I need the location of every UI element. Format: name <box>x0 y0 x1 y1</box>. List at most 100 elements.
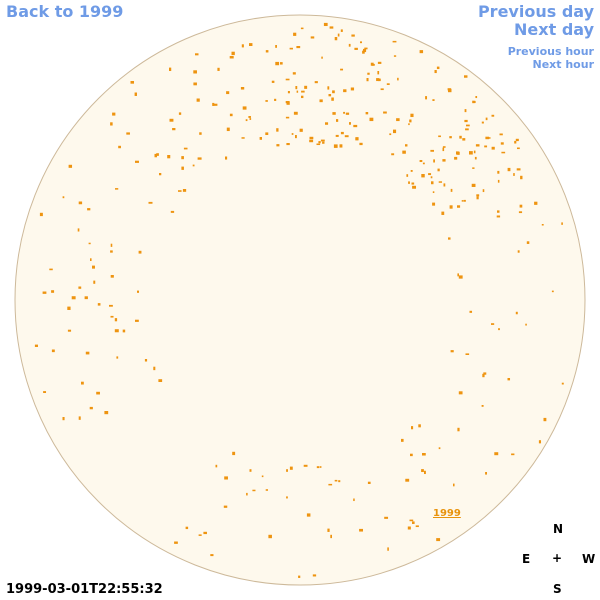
feature <box>130 81 135 84</box>
feature <box>364 47 368 50</box>
feature <box>487 137 491 139</box>
feature <box>241 44 244 48</box>
feature <box>436 538 441 542</box>
feature <box>126 132 130 135</box>
feature <box>43 391 47 394</box>
feature <box>287 91 290 94</box>
feature <box>518 211 523 214</box>
feature <box>432 191 435 194</box>
feature <box>195 53 199 56</box>
feature <box>483 372 487 375</box>
feature <box>289 466 293 470</box>
feature <box>442 146 446 148</box>
feature <box>464 109 467 113</box>
feature <box>314 81 318 84</box>
next-hour-link[interactable]: Next hour <box>532 58 595 71</box>
feature <box>410 113 414 118</box>
feature <box>436 66 440 70</box>
feature <box>296 46 301 49</box>
feature <box>96 391 100 395</box>
feature <box>259 137 262 140</box>
feature <box>319 466 322 468</box>
feature <box>192 164 195 167</box>
feature <box>223 505 228 508</box>
feature <box>450 350 454 353</box>
feature <box>336 119 339 122</box>
feature <box>245 119 248 122</box>
feature <box>92 265 95 269</box>
feature <box>144 359 148 362</box>
next-day-link[interactable]: Next day <box>514 20 594 39</box>
feature <box>78 286 82 289</box>
region-label[interactable]: 1999 <box>433 508 461 519</box>
feature <box>393 129 397 134</box>
feature <box>405 144 408 147</box>
feature <box>513 173 515 176</box>
feature <box>387 547 389 551</box>
feature <box>224 476 228 480</box>
feature <box>226 91 230 95</box>
feature <box>462 138 466 141</box>
feature <box>265 489 269 491</box>
feature <box>514 140 517 144</box>
feature <box>156 153 159 156</box>
previous-day-link[interactable]: Previous day <box>477 2 594 21</box>
feature <box>397 77 399 81</box>
feature <box>148 201 153 204</box>
feature <box>246 492 248 496</box>
feature <box>359 142 363 146</box>
feature <box>338 480 341 483</box>
feature <box>475 144 480 147</box>
feature <box>312 574 317 577</box>
feature <box>225 156 228 160</box>
feature <box>215 464 218 468</box>
feature <box>296 90 299 93</box>
feature <box>286 469 288 472</box>
feature <box>110 243 113 247</box>
feature <box>84 296 88 300</box>
feature <box>199 132 202 135</box>
feature <box>289 47 293 50</box>
feature <box>449 205 453 209</box>
feature <box>538 440 542 444</box>
feature <box>42 291 47 294</box>
feature <box>327 528 330 532</box>
feature <box>301 95 304 99</box>
feature <box>280 62 283 65</box>
magnetic-features <box>34 22 564 578</box>
feature <box>551 290 554 293</box>
feature <box>367 481 371 484</box>
feature <box>114 318 118 322</box>
feature <box>71 296 76 300</box>
feature <box>543 417 547 422</box>
feature <box>481 121 484 124</box>
feature <box>367 72 370 75</box>
feature <box>454 156 458 160</box>
feature <box>344 135 349 138</box>
feature <box>415 525 419 528</box>
previous-hour-link[interactable]: Previous hour <box>507 45 594 58</box>
feature <box>68 164 73 168</box>
feature <box>411 182 415 185</box>
back-link[interactable]: Back to 1999 <box>6 2 124 21</box>
feature <box>302 90 305 93</box>
feature <box>172 128 176 131</box>
feature <box>421 469 424 473</box>
feature <box>491 114 495 117</box>
feature <box>115 188 119 190</box>
feature <box>431 181 434 185</box>
feature <box>389 133 392 136</box>
feature <box>517 250 520 253</box>
feature <box>407 526 411 530</box>
feature <box>401 438 404 442</box>
feature <box>198 534 202 536</box>
feature <box>453 483 455 487</box>
feature <box>363 48 367 53</box>
feature <box>242 106 247 110</box>
feature <box>473 150 476 154</box>
feature <box>354 47 358 50</box>
feature <box>62 196 65 199</box>
feature <box>437 168 440 172</box>
feature <box>252 489 256 492</box>
